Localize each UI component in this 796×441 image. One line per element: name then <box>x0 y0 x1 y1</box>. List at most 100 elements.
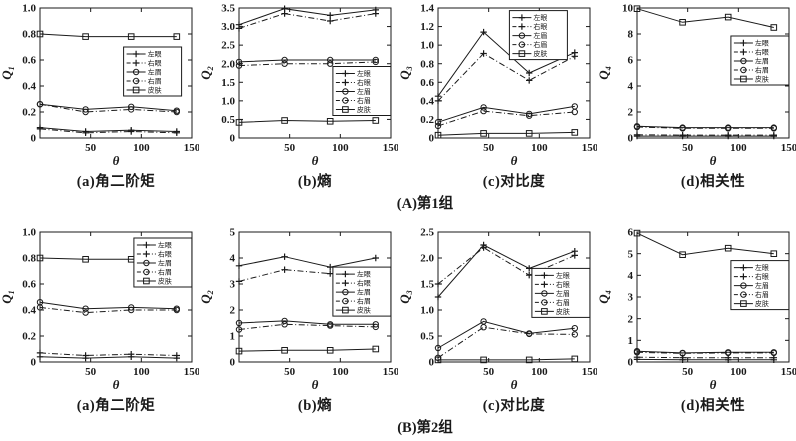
y-tick-label: 1.0 <box>22 3 36 15</box>
series-marker-皮肤 <box>480 130 487 137</box>
x-tick-label: 100 <box>531 142 548 154</box>
x-axis-label: θ <box>511 153 518 168</box>
legend-label: 右眉 <box>148 77 162 86</box>
series-marker-皮肤 <box>571 129 579 136</box>
series-line-皮肤 <box>39 33 177 38</box>
series-marker-皮肤 <box>82 33 89 40</box>
series-marker-右眼 <box>372 10 379 17</box>
chart-caption: (d)相关性 <box>680 398 746 414</box>
series-marker-右眉 <box>571 331 579 338</box>
y-tick-label: 0.2 <box>22 107 36 119</box>
series-marker-左眉 <box>128 103 135 111</box>
series-marker-皮肤 <box>235 347 243 355</box>
series-marker-右眼 <box>480 244 487 251</box>
series-marker-左眼 <box>526 265 533 272</box>
series-line-皮肤 <box>238 348 376 352</box>
series-line-右眼 <box>437 246 575 285</box>
x-axis-label: θ <box>312 153 319 168</box>
series-marker-右眼 <box>173 129 180 136</box>
y-tick-label: 0.8 <box>22 253 36 265</box>
series-marker-右眉 <box>36 101 44 108</box>
legend-label: 右眼 <box>158 250 172 259</box>
series-marker-皮肤 <box>127 33 135 40</box>
legend-label: 皮肤 <box>755 75 769 84</box>
series-marker-皮肤 <box>571 355 579 363</box>
legend-marker-左眼 <box>143 241 150 249</box>
series-line-皮肤 <box>438 358 575 361</box>
legend-label: 右眉 <box>357 96 371 105</box>
series-marker-左眉 <box>281 317 288 325</box>
series-line-右眉 <box>39 306 177 314</box>
series-marker-皮肤 <box>434 131 442 139</box>
legend-marker-右眼 <box>342 79 349 86</box>
legend-label: 左眼 <box>148 50 162 59</box>
legend-marker-右眼 <box>518 23 526 30</box>
x-axis-label: θ <box>113 153 120 168</box>
y-tick-label: 1.2 <box>420 21 434 33</box>
series-marker-右眼 <box>82 352 89 359</box>
series-marker-右眉 <box>128 106 135 113</box>
y-tick-label: 4 <box>628 270 634 282</box>
legend-marker-皮肤 <box>143 277 150 285</box>
x-tick-label: 50 <box>483 142 495 154</box>
x-tick-label: 50 <box>682 366 694 378</box>
series-line-左眼 <box>238 8 376 26</box>
series-marker-右眼 <box>327 17 334 25</box>
legend-marker-左眉 <box>143 259 150 267</box>
series-marker-皮肤 <box>679 19 686 26</box>
y-tick-label: 0.8 <box>22 29 36 41</box>
legend-label: 皮肤 <box>755 299 769 308</box>
y-tick-label: 6 <box>628 227 634 239</box>
chart-caption: (c)对比度 <box>482 398 546 414</box>
series-marker-右眼 <box>633 131 641 138</box>
legend-label: 左眉 <box>357 87 371 96</box>
legend-label: 右眉 <box>357 297 371 306</box>
x-tick-label: 50 <box>284 366 296 378</box>
series-marker-右眉 <box>633 123 641 131</box>
series-marker-右眼 <box>571 252 578 259</box>
legend-marker-左眼 <box>740 39 747 47</box>
series-line-右眉 <box>437 110 575 127</box>
series-marker-右眉 <box>327 60 334 67</box>
y-tick-label: 3.5 <box>221 3 235 15</box>
series-line-左眉 <box>39 103 177 112</box>
series-marker-皮肤 <box>173 33 181 40</box>
legend-marker-右眉 <box>541 299 548 306</box>
legend-label: 右眉 <box>755 66 769 75</box>
series-marker-右眼 <box>281 266 288 273</box>
legend-marker-皮肤 <box>342 106 349 113</box>
chart-caption: (a)角二阶矩 <box>76 398 156 414</box>
series-marker-右眼 <box>526 272 533 279</box>
y-axis-label: Q3 <box>398 66 414 79</box>
group-a-row: 0 0.2 0.4 0.6 0.8 1.0 50 100 150 θ Q1 左眼 右眼 左眉 右眉 皮肤 (a… <box>0 0 796 194</box>
series-marker-右眉 <box>281 321 288 328</box>
x-tick-label: 150 <box>383 142 398 154</box>
series-marker-皮肤 <box>326 118 334 125</box>
y-tick-label: 4 <box>628 81 634 93</box>
x-tick-label: 50 <box>682 142 694 154</box>
chart-a-asm: 0 0.2 0.4 0.6 0.8 1.0 50 100 150 θ Q1 左眼 右眼 左眉 右眉 皮肤 (a… <box>0 2 199 194</box>
series-marker-皮肤 <box>36 254 44 262</box>
x-tick-label: 50 <box>85 366 97 378</box>
series-marker-左眉 <box>235 319 243 327</box>
legend-marker-左眼 <box>132 50 140 58</box>
series-marker-右眉 <box>434 122 442 130</box>
series-marker-右眉 <box>725 349 732 357</box>
legend-marker-右眉 <box>740 66 747 74</box>
x-tick-label: 50 <box>85 142 97 154</box>
y-tick-label: 2.0 <box>221 58 235 70</box>
y-tick-label: 3 <box>628 292 634 304</box>
x-tick-label: 100 <box>133 366 150 378</box>
x-tick-label: 150 <box>781 142 796 154</box>
series-marker-右眉 <box>128 306 135 314</box>
legend-label: 左眼 <box>357 69 371 78</box>
y-tick-label: 0.2 <box>22 331 36 343</box>
x-axis-label: θ <box>710 153 717 168</box>
y-tick-label: 1.4 <box>420 3 434 15</box>
y-tick-label: 0 <box>31 133 37 145</box>
legend-marker-左眉 <box>740 282 747 289</box>
x-axis-label: θ <box>710 377 717 392</box>
